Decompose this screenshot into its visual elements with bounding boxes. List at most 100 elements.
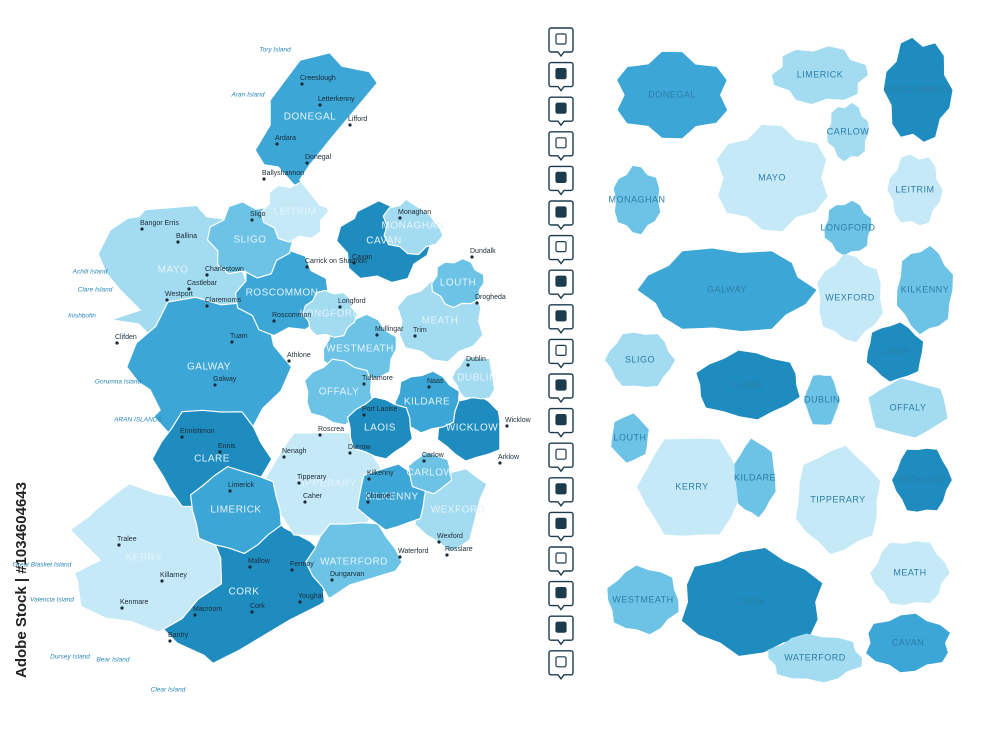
county-label: CLARE [732, 379, 765, 389]
county-label: CAVAN [892, 637, 924, 647]
county-label: MAYO [758, 172, 786, 182]
county-label: WEXFORD [431, 505, 486, 516]
town-label: Tipperary [297, 474, 327, 481]
county-label: CARLOW [827, 126, 870, 136]
county-label: OFFALY [890, 402, 927, 412]
town-dot [445, 553, 449, 557]
county-shape [605, 332, 675, 387]
icon-glyph [555, 102, 567, 114]
town-dot [475, 301, 479, 305]
town-label: Dublin [466, 356, 486, 363]
town-dot [318, 433, 322, 437]
town-dot [262, 177, 266, 181]
town-dot [205, 273, 209, 277]
town-dot [275, 142, 279, 146]
county-label: TIPPERARY [810, 494, 865, 504]
town-label: Kenmare [120, 599, 149, 606]
town-label: Drogheda [475, 294, 506, 301]
icon-glyph [555, 448, 567, 460]
town-label: Bangor Erris [140, 220, 179, 227]
town-label: Claremorris [205, 297, 242, 304]
coastline [58, 37, 501, 691]
town-dot [297, 481, 301, 485]
county-label: GALWAY [707, 284, 747, 294]
county-label: DUBLIN [457, 373, 497, 384]
county-shape [817, 253, 883, 343]
county-label: CAVAN [366, 236, 401, 247]
county-label: MONAGHAN [382, 221, 445, 232]
county-label: DONEGAL [648, 89, 696, 99]
town-dot [140, 227, 144, 231]
town-dot [213, 383, 217, 387]
county-label: DUBLIN [804, 394, 840, 404]
town-label: Sligo [250, 211, 266, 218]
town-dot [228, 489, 232, 493]
town-label: Dungarvan [330, 571, 364, 578]
county-label: WESTMEATH [612, 594, 673, 604]
town-label: Castlebar [187, 280, 218, 287]
town-label: Ballyshannon [262, 170, 304, 177]
county-label: CLARE [194, 454, 230, 465]
town-dot [305, 161, 309, 165]
town-label: Clifden [115, 334, 137, 341]
town-label: Roscommon [272, 312, 311, 319]
county-label: LAOIS [364, 423, 396, 434]
county-shape [795, 445, 881, 555]
town-dot [413, 334, 417, 338]
town-label: Clonmel [366, 493, 392, 500]
town-dot [303, 500, 307, 504]
county-label: LONGFORD [300, 309, 361, 320]
town-label: Mullingar [375, 326, 404, 333]
icon-glyph [555, 621, 567, 633]
county-shape [824, 200, 872, 256]
county-label: LEITRIM [274, 207, 317, 218]
town-label: Macroom [193, 606, 222, 613]
county-label: KERRY [675, 481, 708, 491]
county-label: KILDARE [404, 397, 450, 408]
town-label: Cavan [352, 254, 372, 261]
town-dot [437, 540, 441, 544]
county-shape [696, 350, 800, 420]
county-region [394, 370, 460, 434]
town-dot [422, 459, 426, 463]
county-label: WICKLOW [898, 474, 946, 484]
town-label: Port Laoise [362, 406, 398, 413]
county-label: TIPPERARY [296, 479, 357, 490]
town-dot [300, 82, 304, 86]
county-label: SLIGO [625, 354, 655, 364]
island-label: Achill Island [72, 269, 108, 276]
town-label: Dundalk [470, 248, 496, 255]
town-dot [367, 477, 371, 481]
town-dot [230, 340, 234, 344]
icon-column [548, 27, 574, 680]
town-dot [117, 543, 121, 547]
county-shape [870, 541, 950, 606]
town-dot [352, 261, 356, 265]
county-label: KILKENNY [365, 492, 418, 503]
county-shape [866, 613, 950, 673]
county-shape [868, 378, 948, 438]
island-label: Valencia Island [30, 597, 74, 604]
icon-glyph [555, 310, 567, 322]
town-label: Kilkenny [367, 470, 394, 477]
town-label: Letterkenny [318, 96, 355, 103]
left-map: DONEGAL LEITRIM SLIGO MAYO ROSCOMMON CAVAN MON… [13, 37, 532, 694]
icon-glyph [555, 206, 567, 218]
county-label: CARLOW [407, 468, 454, 479]
town-dot [338, 305, 342, 309]
town-dot [348, 123, 352, 127]
town-dot [168, 639, 172, 643]
county-label: LIMERICK [797, 69, 844, 79]
watermark: Adobe Stock | #1034604643 [13, 482, 30, 678]
town-label: Athlone [287, 352, 311, 359]
town-dot [282, 455, 286, 459]
town-label: Ardara [275, 135, 296, 142]
town-label: Nenagh [282, 448, 307, 455]
county-shape [637, 438, 747, 536]
county-label: DONEGAL [284, 112, 336, 123]
town-label: Arklow [498, 454, 520, 461]
town-label: Cork [250, 603, 265, 610]
island-label: Inishbofin [68, 313, 96, 320]
town-label: Naas [427, 378, 444, 385]
town-dot [205, 304, 209, 308]
